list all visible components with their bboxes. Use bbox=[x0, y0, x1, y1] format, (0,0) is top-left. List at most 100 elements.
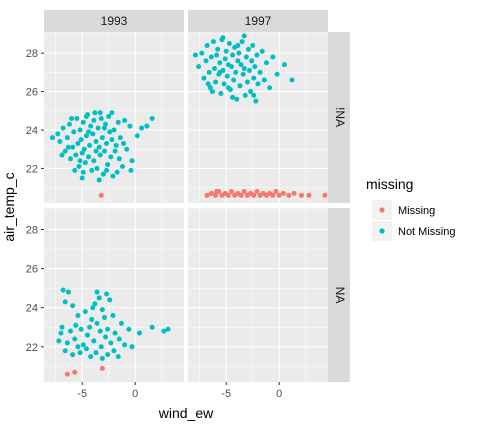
point-missing bbox=[276, 192, 282, 198]
point-not-missing bbox=[90, 131, 96, 137]
point-not-missing bbox=[96, 295, 102, 301]
point-not-missing bbox=[97, 328, 103, 334]
point-not-missing bbox=[136, 330, 142, 336]
point-not-missing bbox=[56, 338, 62, 344]
point-missing bbox=[225, 192, 231, 198]
point-not-missing bbox=[111, 348, 117, 354]
point-not-missing bbox=[101, 314, 107, 320]
point-not-missing bbox=[62, 148, 68, 154]
point-missing bbox=[241, 188, 247, 194]
point-not-missing bbox=[88, 123, 94, 129]
point-not-missing bbox=[267, 85, 273, 91]
strip-label-notna: !NA bbox=[333, 107, 347, 127]
point-missing bbox=[298, 192, 304, 198]
point-not-missing bbox=[119, 163, 125, 169]
point-not-missing bbox=[96, 177, 102, 183]
x-tick-label: 0 bbox=[276, 388, 282, 400]
point-not-missing bbox=[90, 305, 96, 311]
point-not-missing bbox=[96, 144, 102, 150]
y-tick-label: 24 bbox=[26, 303, 38, 315]
point-not-missing bbox=[274, 71, 280, 77]
point-not-missing bbox=[103, 334, 109, 340]
x-tick-label: -5 bbox=[221, 388, 231, 400]
point-not-missing bbox=[103, 121, 109, 127]
y-tick-label: 24 bbox=[26, 125, 38, 137]
point-not-missing bbox=[55, 131, 61, 137]
strip-label-1993: 1993 bbox=[101, 14, 128, 28]
point-not-missing bbox=[218, 90, 224, 96]
point-not-missing bbox=[247, 67, 253, 73]
point-not-missing bbox=[233, 69, 239, 75]
point-not-missing bbox=[242, 92, 248, 98]
point-not-missing bbox=[127, 123, 133, 129]
point-missing bbox=[99, 365, 105, 371]
strip-top-1997 bbox=[188, 10, 328, 32]
y-tick-label: 28 bbox=[26, 48, 38, 60]
point-not-missing bbox=[149, 324, 155, 330]
point-not-missing bbox=[221, 81, 227, 87]
grid-layer bbox=[44, 32, 328, 382]
point-not-missing bbox=[243, 54, 249, 60]
point-not-missing bbox=[201, 75, 207, 81]
point-not-missing bbox=[109, 137, 115, 143]
point-not-missing bbox=[139, 125, 145, 131]
y-tick-label: 26 bbox=[26, 264, 38, 276]
point-not-missing bbox=[97, 152, 103, 158]
point-not-missing bbox=[101, 148, 107, 154]
point-not-missing bbox=[105, 162, 111, 168]
point-not-missing bbox=[199, 50, 205, 56]
point-not-missing bbox=[204, 42, 210, 48]
point-not-missing bbox=[129, 158, 135, 164]
point-not-missing bbox=[237, 83, 243, 89]
point-not-missing bbox=[110, 313, 116, 319]
point-not-missing bbox=[80, 119, 86, 125]
point-not-missing bbox=[203, 58, 209, 64]
point-not-missing bbox=[79, 175, 85, 181]
point-not-missing bbox=[235, 58, 241, 64]
point-not-missing bbox=[134, 133, 140, 139]
point-not-missing bbox=[117, 135, 123, 141]
point-not-missing bbox=[66, 121, 72, 127]
point-not-missing bbox=[99, 356, 105, 362]
point-missing bbox=[286, 192, 292, 198]
point-not-missing bbox=[245, 46, 251, 52]
point-missing bbox=[322, 192, 328, 198]
point-not-missing bbox=[98, 344, 104, 350]
point-not-missing bbox=[107, 129, 113, 135]
point-not-missing bbox=[255, 81, 261, 87]
point-not-missing bbox=[149, 115, 155, 121]
y-tick-label: 28 bbox=[26, 225, 38, 237]
points-layer bbox=[49, 33, 328, 377]
point-not-missing bbox=[196, 64, 202, 70]
point-not-missing bbox=[74, 115, 80, 121]
legend-point-missing bbox=[379, 207, 385, 213]
point-missing bbox=[214, 188, 220, 194]
point-not-missing bbox=[80, 342, 86, 348]
point-not-missing bbox=[59, 152, 65, 158]
strip-right-notna bbox=[328, 32, 350, 203]
point-not-missing bbox=[68, 156, 74, 162]
point-not-missing bbox=[92, 110, 98, 116]
point-not-missing bbox=[106, 114, 112, 120]
point-missing bbox=[208, 190, 214, 196]
point-not-missing bbox=[72, 167, 78, 173]
point-missing bbox=[270, 192, 276, 198]
point-not-missing bbox=[77, 158, 83, 164]
point-not-missing bbox=[83, 114, 89, 120]
point-not-missing bbox=[73, 322, 79, 328]
point-not-missing bbox=[78, 326, 84, 332]
point-not-missing bbox=[261, 77, 267, 83]
point-not-missing bbox=[113, 142, 119, 148]
point-not-missing bbox=[206, 69, 212, 75]
point-missing bbox=[280, 190, 286, 196]
point-not-missing bbox=[101, 125, 107, 131]
point-not-missing bbox=[223, 48, 229, 54]
point-not-missing bbox=[231, 77, 237, 83]
point-not-missing bbox=[205, 81, 211, 87]
point-not-missing bbox=[60, 287, 66, 293]
point-not-missing bbox=[124, 146, 130, 152]
point-not-missing bbox=[94, 165, 100, 171]
point-missing bbox=[251, 192, 257, 198]
point-not-missing bbox=[104, 140, 110, 146]
point-not-missing bbox=[94, 320, 100, 326]
